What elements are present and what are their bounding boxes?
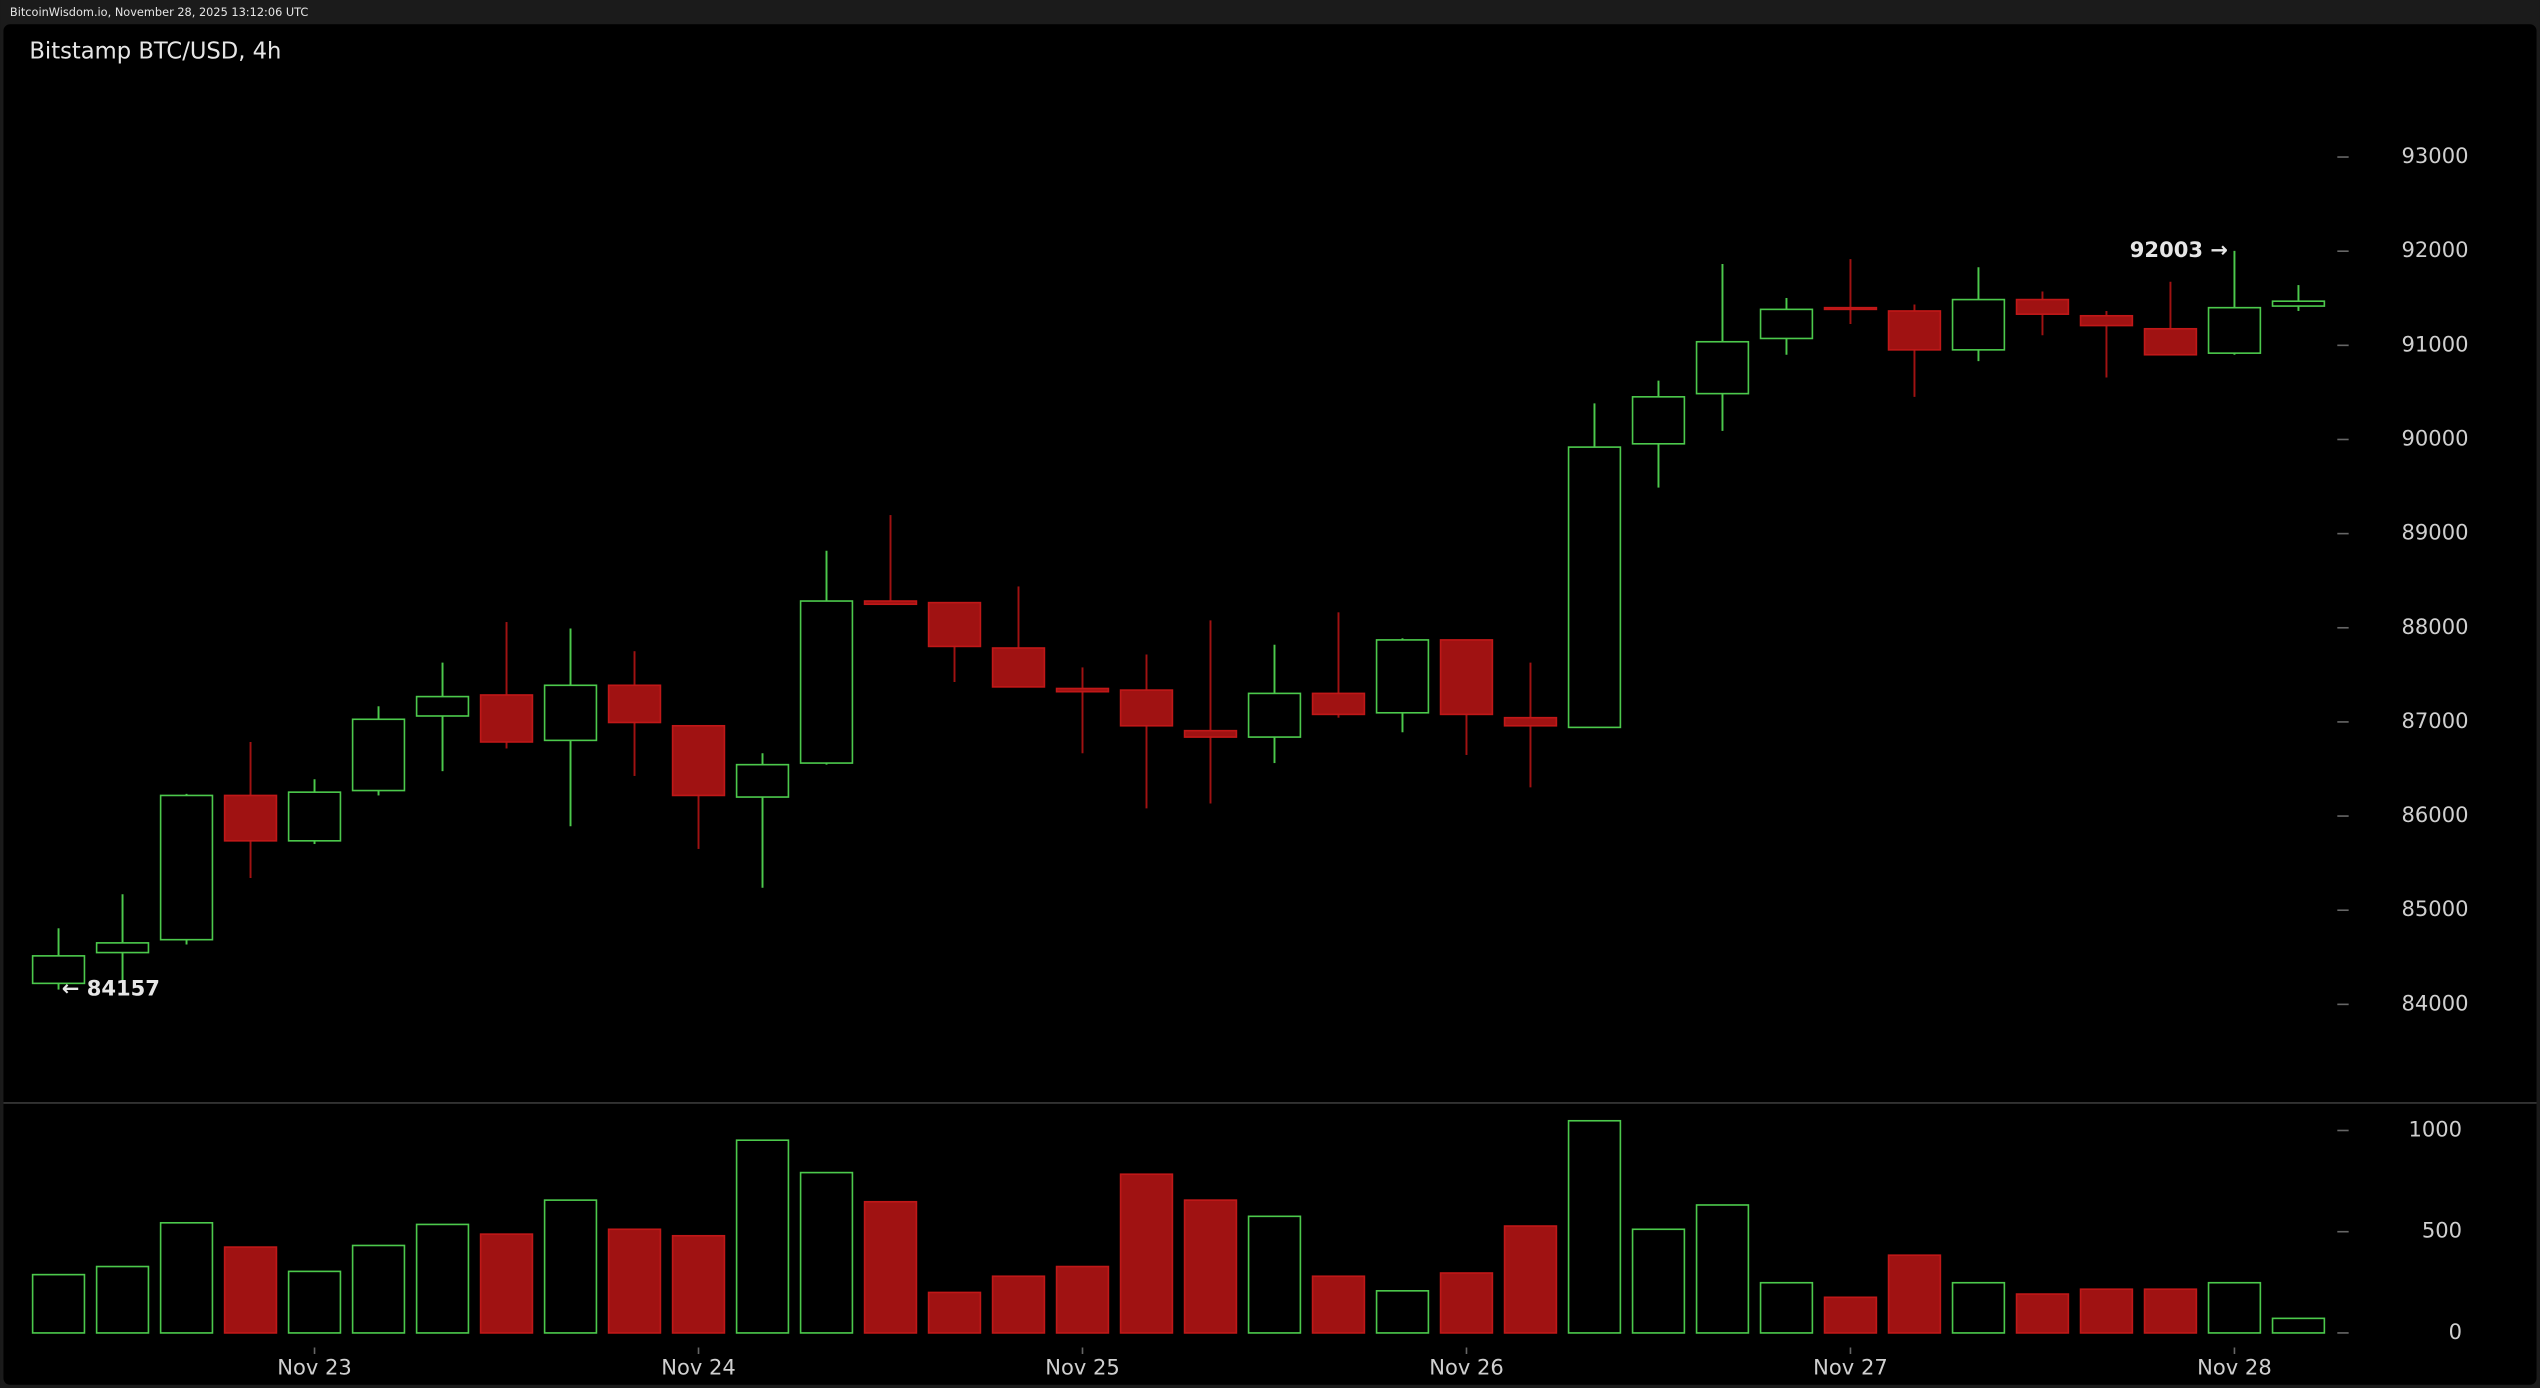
candle-body (1439, 639, 1494, 716)
candle-body (95, 942, 150, 954)
candle-body (2271, 300, 2326, 307)
candle-body (2143, 327, 2198, 356)
volume-bar (2207, 1281, 2262, 1334)
candle-body (735, 763, 790, 798)
y-tick-label: 87000 (2402, 708, 2469, 733)
volume-bar (1183, 1199, 1238, 1334)
volume-bar (287, 1270, 342, 1334)
y-tick-label: 90000 (2402, 425, 2469, 450)
volume-bar (479, 1233, 534, 1334)
candle-body (2079, 314, 2134, 327)
y-tick-label: 89000 (2402, 520, 2469, 545)
volume-bar (991, 1275, 1046, 1334)
volume-bar (1695, 1204, 1750, 1334)
candle-body (991, 647, 1046, 688)
candle-body (607, 684, 662, 724)
candle-body (31, 955, 86, 985)
chart-subtitle: BitcoinWisdom.io, November 28, 2025 13:1… (10, 5, 308, 19)
candle-body (2207, 306, 2262, 354)
volume-bar (1375, 1290, 1430, 1334)
volume-bar (31, 1273, 86, 1334)
volume-bar (2079, 1288, 2134, 1334)
volume-bar (607, 1228, 662, 1334)
volume-bar (927, 1291, 982, 1334)
candle-body (1759, 308, 1814, 340)
candle-body (671, 724, 726, 797)
chart-title: Bitstamp BTC/USD, 4h (29, 38, 281, 64)
candle-body (799, 600, 854, 764)
volume-bar (159, 1221, 214, 1334)
price-annotation: ← 84157 (62, 976, 160, 1001)
candle-body (479, 694, 534, 743)
candle-body (351, 718, 406, 792)
volume-tick-label: 500 (2422, 1218, 2462, 1243)
volume-bar (1951, 1281, 2006, 1334)
candle-body (1567, 446, 1622, 729)
volume-bar (1503, 1225, 1558, 1334)
candle-body (2015, 298, 2070, 315)
candle-body (1247, 692, 1302, 738)
volume-bar (351, 1244, 406, 1334)
volume-bar (2015, 1293, 2070, 1334)
candle-body (1503, 716, 1558, 727)
volume-bar (2271, 1317, 2326, 1334)
candle-body (223, 794, 278, 842)
volume-tick-label: 1000 (2408, 1116, 2462, 1141)
volume-bar (1759, 1281, 1814, 1334)
volume-bar (223, 1246, 278, 1334)
candle-body (863, 600, 918, 606)
volume-bar (1567, 1119, 1622, 1334)
volume-bar (2143, 1288, 2198, 1334)
volume-bar (735, 1139, 790, 1334)
volume-bar (1311, 1275, 1366, 1334)
candle-body (1695, 340, 1750, 395)
volume-bar (1887, 1254, 1942, 1334)
volume-bar (415, 1223, 470, 1334)
candle-body (1119, 689, 1174, 727)
candle-body (415, 695, 470, 717)
candle-body (1375, 639, 1430, 714)
volume-bar (95, 1265, 150, 1334)
candle-body (543, 684, 598, 742)
candle-body (1887, 310, 1942, 351)
volume-bar (1055, 1265, 1110, 1334)
y-tick-label: 93000 (2402, 143, 2469, 168)
price-annotation: 92003 → (2130, 237, 2228, 262)
x-tick-label: Nov 27 (1813, 1355, 1888, 1380)
x-tick-label: Nov 23 (277, 1355, 352, 1380)
x-tick-label: Nov 25 (1045, 1355, 1120, 1380)
volume-bar (543, 1199, 598, 1334)
volume-bar (671, 1234, 726, 1334)
volume-bar (1119, 1173, 1174, 1334)
volume-bar (1823, 1296, 1878, 1334)
volume-bar (1247, 1215, 1302, 1334)
x-tick-label: Nov 28 (2197, 1355, 2272, 1380)
candle-body (1631, 396, 1686, 445)
candle-body (159, 794, 214, 941)
candle-body (1055, 687, 1110, 693)
volume-bar (799, 1171, 854, 1334)
candle-body (1183, 729, 1238, 738)
candle-body (1823, 306, 1878, 311)
volume-bar (863, 1200, 918, 1334)
y-tick-label: 85000 (2402, 896, 2469, 921)
volume-bar (1439, 1272, 1494, 1334)
volume-tick-label: 0 (2449, 1319, 2462, 1344)
x-tick-label: Nov 26 (1429, 1355, 1504, 1380)
y-tick-label: 84000 (2402, 990, 2469, 1015)
candle-body (1951, 298, 2006, 351)
x-tick-label: Nov 24 (661, 1355, 736, 1380)
volume-bar (1631, 1228, 1686, 1334)
candle-body (287, 791, 342, 842)
y-tick-label: 88000 (2402, 614, 2469, 639)
y-tick-label: 92000 (2402, 237, 2469, 262)
y-tick-label: 91000 (2402, 331, 2469, 356)
y-tick-label: 86000 (2402, 802, 2469, 827)
candle-body (927, 601, 982, 648)
candle-body (1311, 692, 1366, 716)
